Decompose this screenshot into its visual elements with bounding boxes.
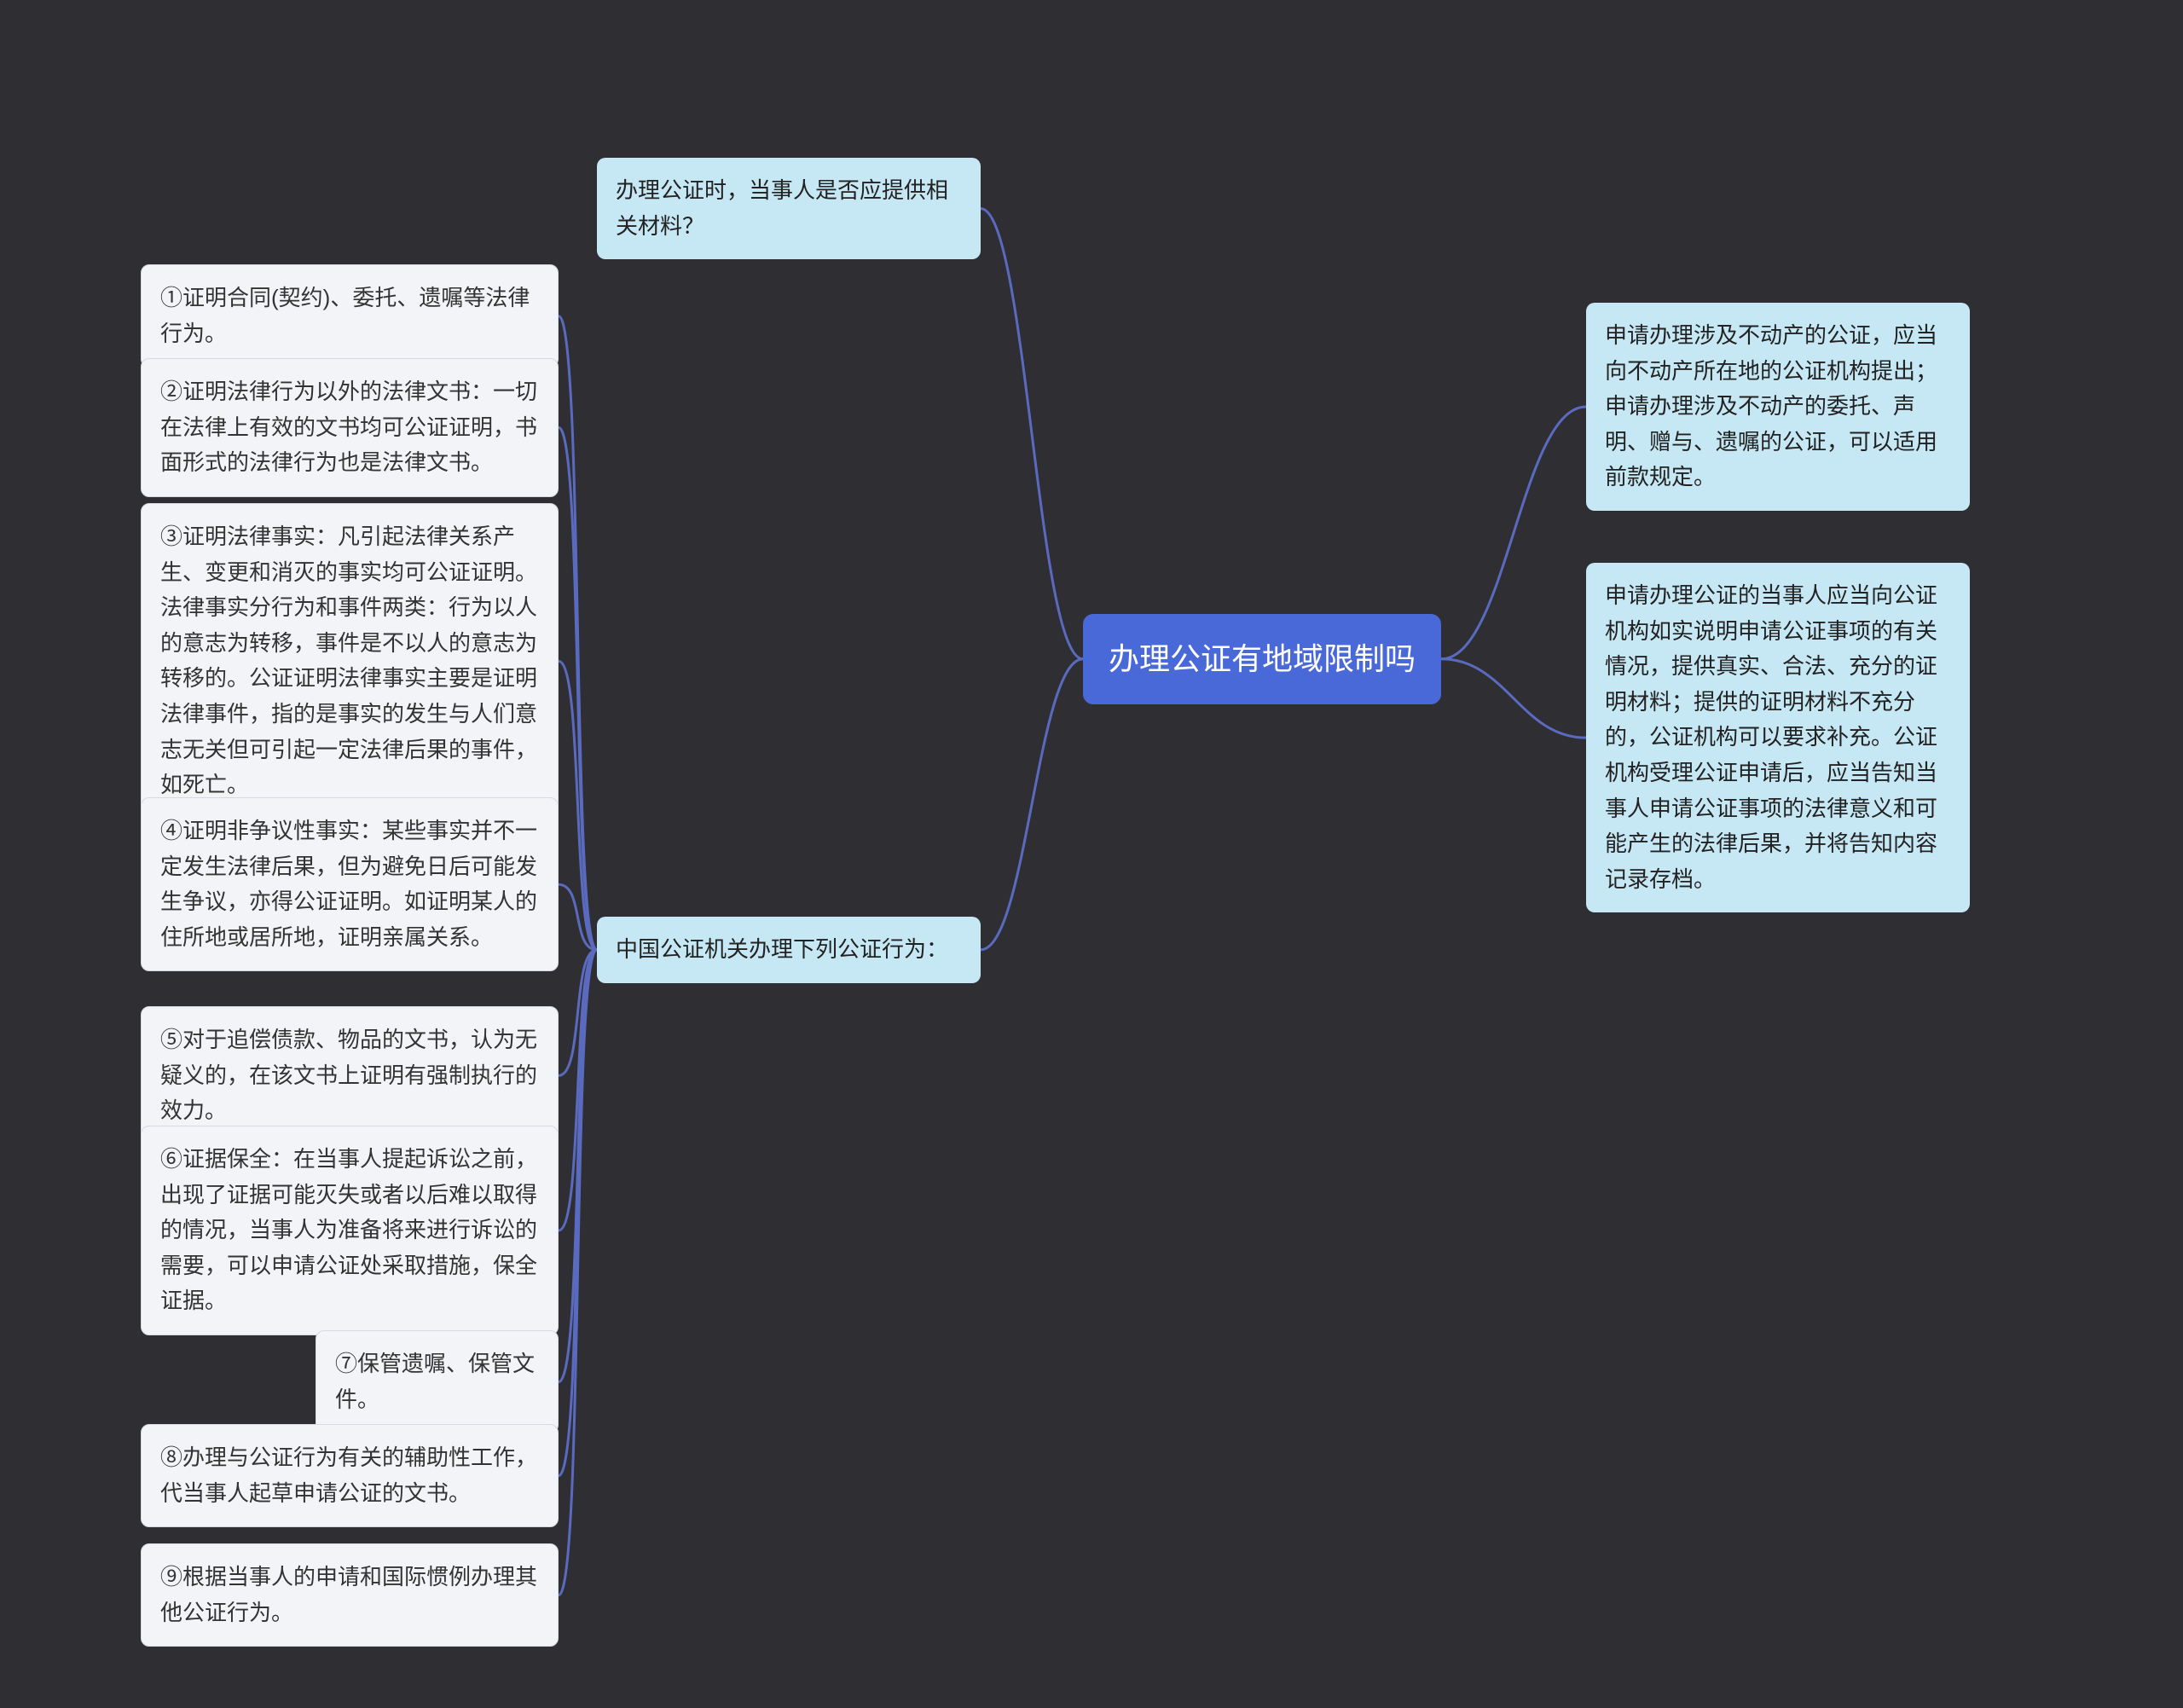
leaf-act-4[interactable]: ④证明非争议性事实：某些事实并不一定发生法律后果，但为避免日后可能发生争议，亦得… <box>141 797 559 971</box>
leaf-act-9[interactable]: ⑨根据当事人的申请和国际惯例办理其他公证行为。 <box>141 1543 559 1647</box>
branch-materials-question[interactable]: 办理公证时，当事人是否应提供相关材料？ <box>597 158 981 259</box>
leaf-act-2[interactable]: ②证明法律行为以外的法律文书：一切在法律上有效的文书均可公证证明，书面形式的法律… <box>141 358 559 497</box>
edge <box>1441 407 1586 659</box>
leaf-act-6[interactable]: ⑥证据保全：在当事人提起诉讼之前，出现了证据可能灭失或者以后难以取得的情况，当事… <box>141 1126 559 1335</box>
edge <box>559 661 597 949</box>
edge <box>559 316 597 950</box>
right-branch-applicant-duty[interactable]: 申请办理公证的当事人应当向公证机构如实说明申请公证事项的有关情况，提供真实、合法… <box>1586 563 1970 912</box>
root-node[interactable]: 办理公证有地域限制吗 <box>1083 614 1441 704</box>
edge <box>559 427 597 949</box>
edge <box>559 950 597 1076</box>
right-branch-property[interactable]: 申请办理涉及不动产的公证，应当向不动产所在地的公证机构提出；申请办理涉及不动产的… <box>1586 303 1970 511</box>
edge <box>981 209 1083 659</box>
edge <box>1441 659 1586 738</box>
leaf-act-5[interactable]: ⑤对于追偿债款、物品的文书，认为无疑义的，在该文书上证明有强制执行的效力。 <box>141 1006 559 1145</box>
edge <box>981 659 1083 950</box>
leaf-act-3[interactable]: ③证明法律事实：凡引起法律关系产生、变更和消灭的事实均可公证证明。法律事实分行为… <box>141 503 559 819</box>
branch-notary-acts[interactable]: 中国公证机关办理下列公证行为： <box>597 917 981 983</box>
edge <box>559 884 597 950</box>
edge <box>559 950 597 1595</box>
leaf-act-8[interactable]: ⑧办理与公证行为有关的辅助性工作，代当事人起草申请公证的文书。 <box>141 1424 559 1527</box>
edge <box>559 950 597 1382</box>
leaf-act-1[interactable]: ①证明合同(契约)、委托、遗嘱等法律行为。 <box>141 264 559 368</box>
edge <box>559 950 597 1476</box>
leaf-act-7[interactable]: ⑦保管遗嘱、保管文件。 <box>316 1330 559 1433</box>
edge <box>559 950 597 1230</box>
